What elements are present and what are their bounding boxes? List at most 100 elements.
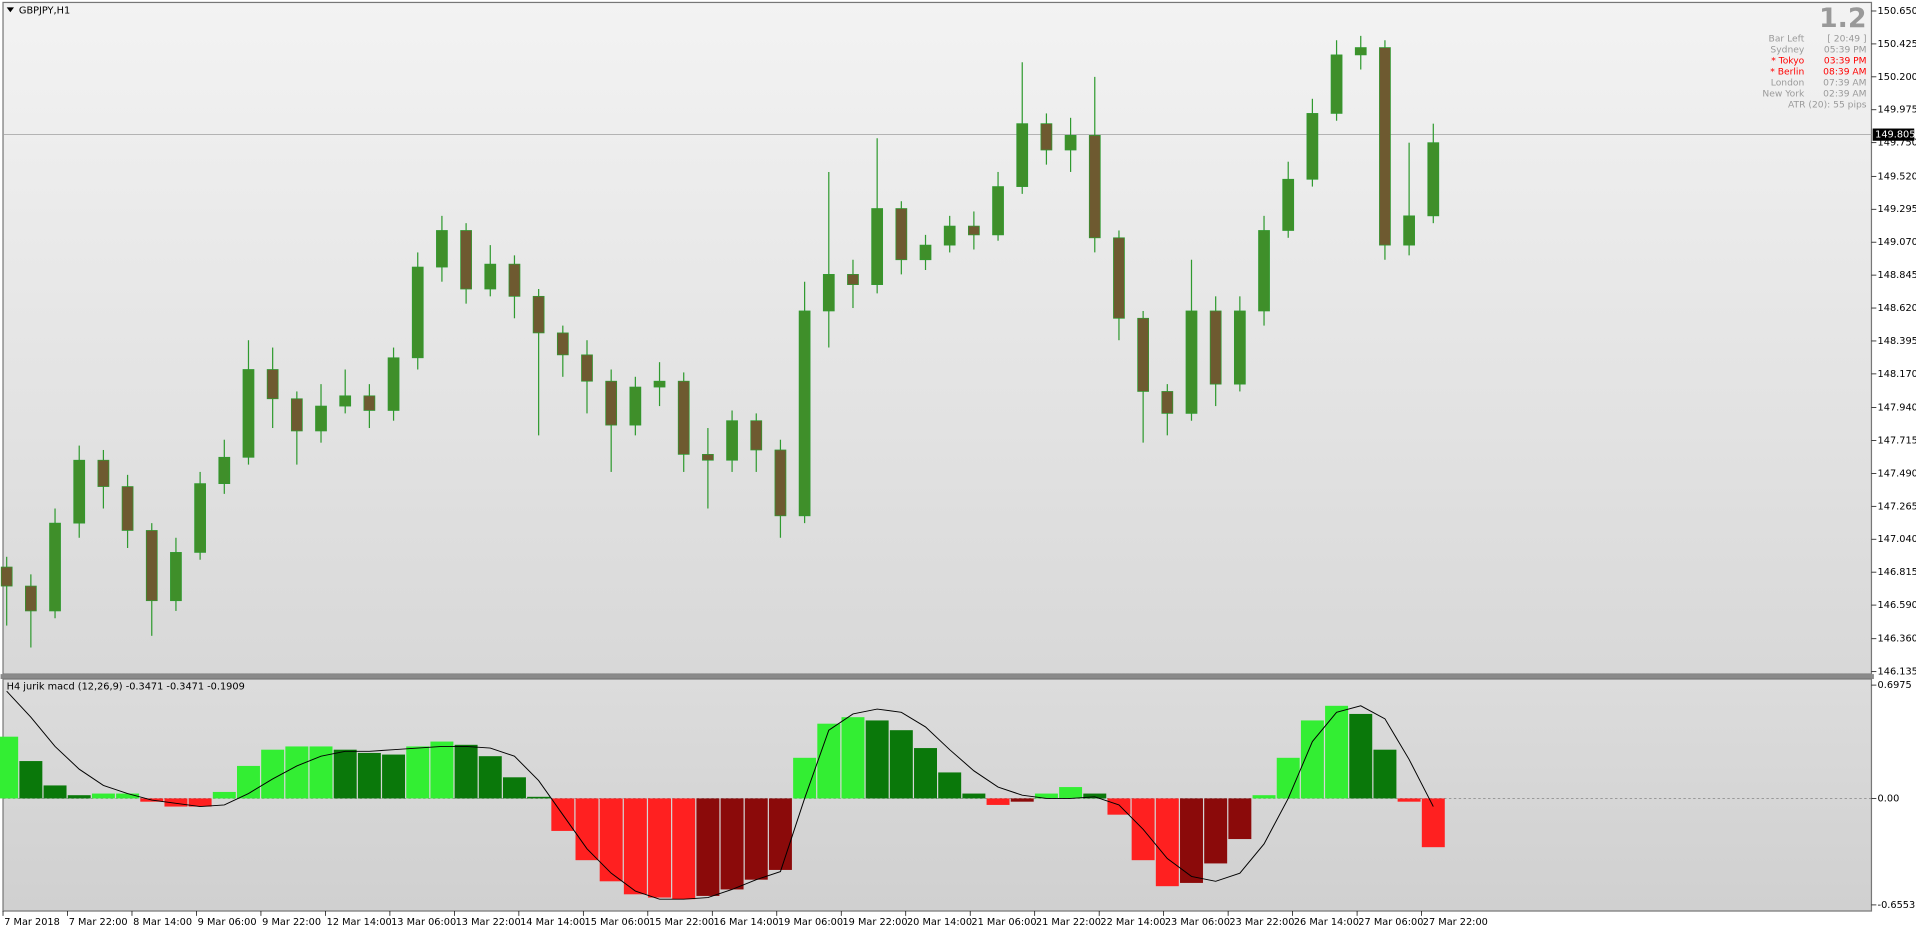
menu-triangle[interactable]	[6, 7, 15, 13]
histogram-bar	[91, 793, 115, 799]
x-tick-label: 23 Mar 06:00	[1165, 917, 1230, 928]
candle-body	[1137, 317, 1149, 392]
info-label: New York	[1762, 90, 1805, 100]
candle-body	[484, 263, 497, 290]
candle-body	[1185, 310, 1198, 414]
info-label: * Tokyo	[1771, 57, 1804, 67]
candle-body	[290, 398, 303, 432]
candle-body	[0, 566, 13, 587]
x-tick-label: 9 Mar 22:00	[262, 917, 321, 928]
x-tick-label: 23 Mar 22:00	[1229, 917, 1294, 928]
y-tick-label: 146.360	[1878, 634, 1916, 645]
candle-body	[919, 244, 932, 261]
histogram-bar	[672, 798, 696, 900]
y-tick-label: 149.295	[1878, 204, 1916, 215]
candle-body	[653, 380, 666, 388]
histogram-bar	[841, 717, 865, 799]
histogram-bar	[1397, 798, 1421, 802]
histogram-bar	[768, 798, 792, 870]
y-tick-label: 146.135	[1878, 667, 1916, 678]
histogram-bar	[478, 756, 502, 799]
histogram-bar	[116, 793, 140, 799]
y-tick-label: 147.040	[1878, 534, 1916, 545]
candle-body	[242, 369, 255, 458]
y-tick-label: 0.6975	[1878, 680, 1912, 691]
histogram-bar	[1300, 720, 1324, 799]
x-tick-label: 27 Mar 22:00	[1423, 917, 1488, 928]
histogram-bar	[212, 791, 236, 799]
x-tick-label: 21 Mar 06:00	[971, 917, 1036, 928]
candle-body	[411, 266, 424, 359]
x-tick-label: 13 Mar 06:00	[391, 917, 456, 928]
candle-body	[1427, 142, 1440, 217]
atr-text: ATR (20): 55 pips	[1788, 101, 1867, 111]
histogram-bar	[1083, 793, 1107, 799]
info-value: 02:39 AM	[1823, 90, 1866, 100]
histogram-bar	[1276, 757, 1300, 799]
histogram-bar	[1421, 798, 1445, 848]
histogram-bar	[938, 772, 962, 799]
x-tick-label: 16 Mar 14:00	[714, 917, 779, 928]
y-tick-label: 147.490	[1878, 468, 1916, 479]
candle-body	[49, 522, 61, 612]
spread-value: 1.2	[1819, 3, 1867, 34]
histogram-bar	[1010, 798, 1034, 802]
histogram-bar	[1034, 793, 1058, 799]
histogram-bar	[865, 720, 889, 799]
x-tick-label: 13 Mar 22:00	[456, 917, 521, 928]
histogram-bar	[285, 746, 309, 799]
histogram-bar	[188, 798, 212, 807]
y-tick-label: 146.590	[1878, 600, 1916, 611]
main-panel	[2, 1, 1873, 675]
candle-body	[532, 295, 545, 334]
histogram-bar	[1059, 787, 1083, 799]
histogram-bar	[502, 777, 526, 799]
x-tick-label: 20 Mar 14:00	[907, 917, 972, 928]
histogram-bar	[43, 785, 67, 799]
x-tick-label: 12 Mar 14:00	[327, 917, 392, 928]
panel-separator[interactable]	[0, 674, 1874, 679]
candle-body	[1113, 237, 1125, 319]
histogram-bar	[1252, 795, 1276, 799]
histogram-bar	[962, 793, 986, 799]
y-tick-label: 149.520	[1878, 171, 1916, 182]
histogram-bar	[454, 744, 478, 799]
histogram-bar	[382, 754, 406, 799]
x-tick-label: 19 Mar 06:00	[778, 917, 843, 928]
x-tick-label: 22 Mar 14:00	[1100, 917, 1165, 928]
info-label: Bar Left	[1769, 35, 1805, 45]
symbol-title: GBPJPY,H1	[19, 5, 70, 16]
candle-body	[1064, 135, 1077, 151]
histogram-bar	[1349, 713, 1373, 799]
candle-body	[822, 274, 835, 312]
candle-body	[1282, 178, 1295, 231]
histogram-bar	[817, 723, 841, 799]
info-label: London	[1771, 79, 1805, 89]
x-tick-label: 21 Mar 22:00	[1036, 917, 1101, 928]
candle-body	[581, 354, 593, 382]
x-tick-label: 26 Mar 14:00	[1294, 917, 1359, 928]
histogram-bar	[406, 746, 430, 799]
y-tick-label: 148.170	[1878, 369, 1916, 380]
histogram-bar	[0, 736, 19, 799]
y-tick-label: 148.845	[1878, 270, 1916, 281]
candle-body	[1161, 391, 1174, 414]
histogram-bar	[357, 752, 381, 799]
candle-body	[170, 552, 182, 602]
candle-body	[605, 380, 618, 426]
histogram-bar	[164, 798, 188, 807]
candle-body	[895, 208, 908, 261]
candle-body	[1016, 123, 1029, 187]
candle-body	[629, 386, 642, 426]
candle-body	[1233, 310, 1246, 385]
info-value: 07:39 AM	[1823, 79, 1866, 89]
x-tick-label: 15 Mar 06:00	[585, 917, 650, 928]
histogram-bar	[986, 798, 1010, 805]
candle-body	[1403, 215, 1415, 246]
candle-body	[1354, 47, 1367, 56]
candle-body	[726, 420, 738, 461]
candle-body	[24, 585, 37, 612]
info-value: [ 20:49 ]	[1827, 35, 1866, 45]
histogram-bar	[889, 730, 913, 799]
histogram-bar	[648, 798, 672, 898]
